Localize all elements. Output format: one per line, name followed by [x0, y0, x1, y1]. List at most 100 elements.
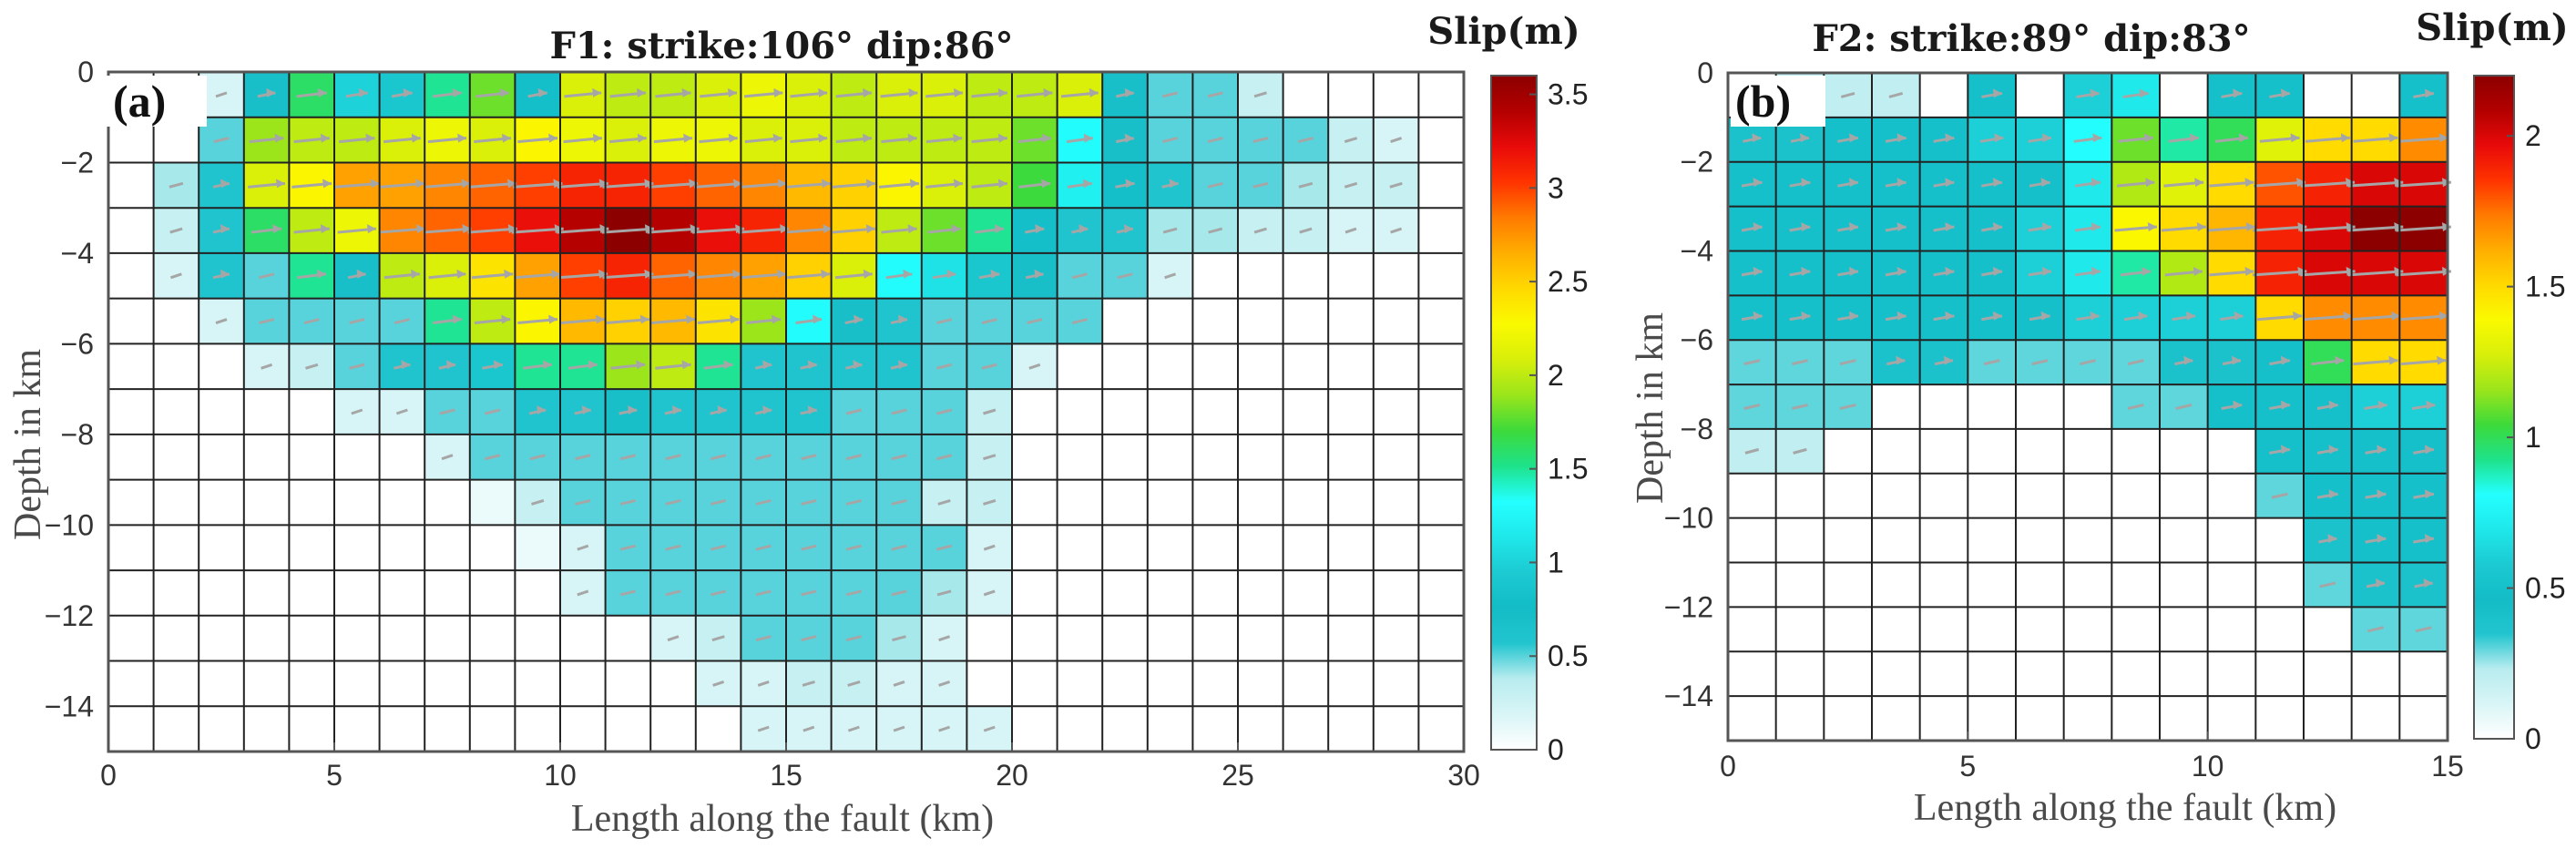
slip-cell: [379, 434, 425, 480]
slip-vector-head: [773, 87, 783, 97]
slip-cell: [2207, 651, 2256, 697]
slip-cell: [199, 615, 244, 661]
slip-cell: [1147, 343, 1193, 390]
slip-vector-head: [2424, 88, 2434, 98]
slip-vector-head: [2328, 445, 2338, 455]
slip-vector-head: [2328, 489, 2338, 499]
slip-vector-head: [456, 269, 466, 279]
slip-vector-head: [2293, 311, 2303, 321]
slip-cell: [2207, 696, 2256, 741]
slip-vector-head: [322, 179, 332, 189]
slip-cell: [1728, 473, 1776, 518]
slip-vector-head: [865, 179, 875, 189]
slip-vector-head: [953, 179, 963, 189]
slip-cell: [1057, 570, 1103, 616]
slip-vector: [349, 318, 365, 324]
slip-vector-head: [2328, 400, 2338, 410]
slip-vector-head: [2335, 355, 2345, 365]
slip-vector-head: [411, 269, 421, 279]
slip-vector: [2127, 404, 2144, 410]
slip-cell: [199, 706, 244, 752]
slip-vector-head: [2438, 133, 2448, 143]
slip-cell: [1192, 343, 1238, 390]
slip-vector-head: [548, 314, 558, 324]
slip-vector-head: [717, 405, 727, 414]
slip-vector-head: [2437, 355, 2447, 365]
slip-cell: [1283, 434, 1329, 480]
slip-vector-head: [762, 405, 772, 414]
y-tick-label: −4: [1681, 234, 1713, 267]
slip-cell: [605, 615, 651, 661]
slip-cell: [1919, 73, 1968, 118]
slip-cell: [1418, 615, 1464, 661]
slip-vector: [2079, 359, 2097, 366]
slip-vector-head: [1169, 179, 1179, 189]
slip-vector: [441, 454, 454, 461]
slip-cell: [199, 570, 244, 616]
slip-vector-head: [733, 179, 743, 189]
slip-cell: [1728, 651, 1776, 697]
slip-vector-head: [446, 360, 456, 370]
slip-cell: [1872, 696, 1920, 741]
slip-cell: [1968, 473, 2016, 518]
slip-vector-head: [2041, 133, 2051, 143]
slip-vector: [981, 318, 997, 324]
y-tick-label: −6: [1681, 323, 1713, 356]
slip-vector-head: [2391, 311, 2401, 321]
slip-vector: [2347, 270, 2404, 277]
slip-vector-head: [2041, 266, 2051, 276]
slip-vector-head: [863, 87, 873, 97]
slip-cell: [605, 660, 651, 707]
slip-vector-head: [821, 269, 831, 279]
slip-vector: [665, 499, 681, 506]
slip-vector: [1027, 318, 1043, 324]
slip-vector-head: [2090, 266, 2101, 276]
slip-vector: [935, 363, 953, 370]
colorbar-tick-label: 2: [1548, 359, 1564, 392]
slip-vector: [1117, 272, 1133, 280]
slip-vectors-a: [169, 87, 1403, 732]
slip-vector: [891, 408, 907, 415]
slip-vector-head: [865, 224, 875, 234]
slip-vector-head: [2143, 133, 2153, 143]
slip-cell: [1418, 389, 1464, 435]
slip-vector-head: [2376, 578, 2386, 588]
slip-vector: [667, 635, 680, 642]
slip-cell: [1728, 517, 1776, 563]
slip-vector: [710, 454, 727, 461]
slip-vector: [1743, 359, 1761, 366]
slip-vector-head: [1992, 266, 2002, 276]
slip-vector-head: [1035, 224, 1045, 234]
slip-cell: [1872, 384, 1920, 429]
colorbar-tick-label: 1.5: [1548, 453, 1588, 486]
slip-vector-head: [2388, 355, 2398, 365]
slip-cell: [108, 525, 154, 571]
slip-cell: [153, 706, 199, 752]
slip-cell: [2399, 696, 2448, 741]
slip-cell: [1328, 298, 1374, 344]
slip-cell: [1102, 525, 1148, 571]
slip-vector: [2175, 404, 2193, 410]
slip-vector-head: [821, 179, 831, 189]
slip-cell: [1192, 706, 1238, 752]
slip-vector: [577, 544, 589, 551]
slip-vector-head: [2232, 355, 2242, 365]
slip-vector-head: [637, 133, 647, 143]
slip-vector-head: [2090, 178, 2101, 188]
slip-cell: [1147, 615, 1193, 661]
slip-vector: [1207, 91, 1223, 98]
slip-cell: [289, 570, 334, 616]
slip-cell: [1418, 570, 1464, 616]
slip-vector-head: [317, 87, 327, 97]
slip-cell: [424, 615, 470, 661]
slip-cell: [379, 615, 425, 661]
slip-vector-head: [953, 133, 963, 143]
slip-vector-head: [1896, 266, 1906, 276]
slip-cell: [2255, 696, 2304, 741]
y-tick-label: −8: [61, 418, 94, 451]
slip-cell: [1919, 607, 1968, 652]
slip-vector-head: [2280, 88, 2290, 98]
slip-vector-head: [2377, 400, 2387, 410]
y-tick-label: −8: [1681, 413, 1713, 445]
